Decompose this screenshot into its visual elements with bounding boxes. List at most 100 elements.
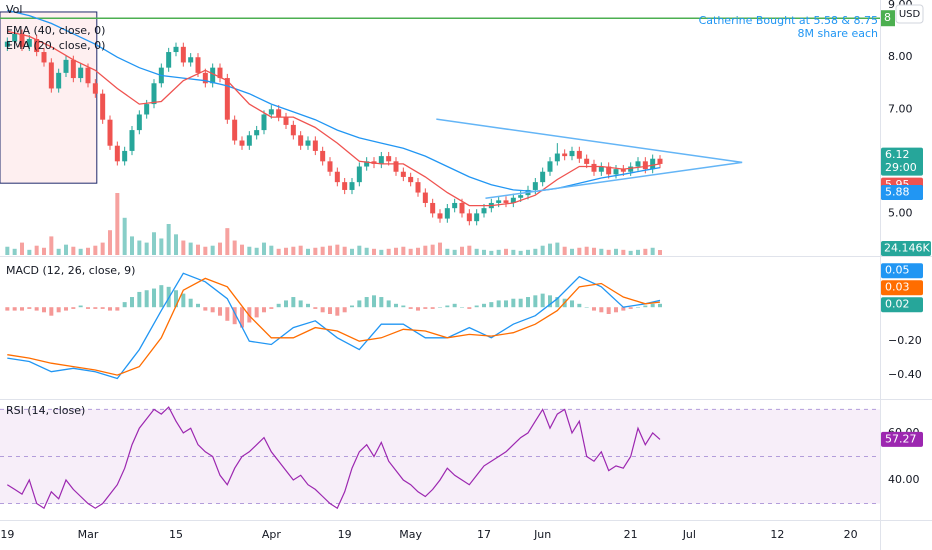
candle-body — [180, 46, 186, 63]
volume-bar — [188, 242, 193, 255]
candle-body — [386, 156, 392, 162]
volume-bar — [56, 248, 61, 255]
candle-body — [591, 163, 597, 172]
currency-label[interactable]: USD — [899, 9, 921, 20]
countdown-label: 29:00 — [885, 161, 917, 174]
candle-body — [349, 182, 355, 190]
histogram-bar — [152, 288, 156, 308]
volume-bar — [12, 248, 17, 255]
x-tick-label: 12 — [770, 528, 784, 541]
histogram-bar — [64, 307, 68, 311]
histogram-bar — [555, 297, 560, 308]
histogram-bar — [159, 285, 164, 308]
candle-body — [415, 182, 421, 193]
volume-bar — [5, 246, 10, 255]
histogram-bar — [408, 307, 413, 309]
candle-body — [195, 57, 201, 73]
volume-tag — [881, 241, 931, 256]
x-tick-label: 20 — [844, 528, 858, 541]
x-tick-label: May — [399, 528, 422, 541]
candle-body — [496, 200, 502, 203]
volume-bar — [196, 244, 200, 255]
volume-bar — [416, 247, 420, 255]
candle-body — [224, 78, 230, 120]
histogram-bar — [20, 307, 24, 311]
candle-body — [606, 166, 612, 175]
volume-bar — [357, 245, 362, 255]
volume-bar — [614, 248, 618, 255]
histogram-bar — [467, 307, 472, 309]
volume-bar — [592, 247, 596, 255]
volume-bar — [540, 245, 545, 255]
currency-button[interactable] — [895, 4, 924, 24]
candle-body — [254, 130, 260, 136]
histogram-bar — [430, 307, 435, 309]
histogram-bar — [196, 303, 200, 308]
volume-bar — [71, 246, 76, 255]
volume-bar — [482, 249, 486, 255]
price-tag — [881, 185, 923, 200]
volume-bar — [291, 246, 296, 255]
histogram-bar — [181, 293, 186, 308]
histogram-bar — [86, 307, 90, 309]
x-tick-label: Jun — [533, 528, 551, 541]
histogram-bar — [474, 305, 479, 308]
histogram-bar — [350, 305, 354, 308]
histogram-bar — [438, 307, 442, 308]
candle-body — [78, 67, 84, 79]
histogram-bar — [71, 307, 76, 309]
volume-bar — [203, 246, 208, 255]
volume-bar — [298, 245, 303, 255]
volume-bar — [210, 245, 215, 255]
histogram-bar — [108, 307, 112, 311]
histogram-bar — [636, 307, 640, 308]
price-tag-label: 6.12 — [885, 148, 910, 161]
histogram-bar — [291, 297, 296, 308]
candle-body — [642, 161, 648, 170]
candle-body — [283, 117, 289, 125]
volume-bar — [555, 242, 560, 255]
histogram-bar — [34, 307, 39, 311]
volume-bar — [526, 249, 530, 255]
volume-bar — [137, 240, 142, 255]
candle-body — [48, 62, 54, 89]
volume-bar — [489, 250, 494, 255]
candle-body — [510, 197, 516, 203]
hline-tag — [881, 10, 895, 27]
histogram-bar — [401, 305, 406, 308]
price-tag — [881, 263, 923, 279]
volume-bar — [240, 244, 244, 255]
candle-body — [540, 171, 546, 183]
histogram-bar — [174, 290, 178, 308]
candle-body — [136, 114, 142, 131]
histogram-bar — [548, 295, 552, 308]
volume-bar — [364, 247, 369, 255]
candle-body — [430, 202, 436, 214]
candle-body — [518, 195, 524, 198]
volume-bar — [628, 250, 633, 255]
candle-body — [598, 166, 604, 172]
candle-body — [305, 140, 311, 146]
volume-bar — [474, 248, 479, 255]
histogram-bar — [5, 307, 10, 311]
histogram-bar — [379, 297, 384, 308]
histogram-bar — [122, 302, 127, 308]
indicator-line — [7, 272, 661, 380]
volume-bar — [401, 246, 406, 255]
candle-body — [378, 156, 384, 164]
x-tick-label: 19 — [338, 528, 352, 541]
histogram-bar — [518, 298, 523, 308]
volume-bar — [262, 242, 266, 255]
candle-body — [547, 161, 553, 172]
histogram-bar — [584, 307, 589, 308]
indicator-line — [7, 30, 661, 207]
candle-body — [26, 39, 32, 47]
hline-tag-label: 8 — [884, 11, 891, 24]
histogram-bar — [606, 307, 611, 314]
candle-body — [56, 72, 62, 89]
candle-body — [481, 208, 487, 214]
trend-line — [485, 161, 743, 200]
volume-bar — [445, 248, 450, 255]
x-tick-label: Apr — [262, 528, 282, 541]
histogram-bar — [269, 307, 274, 309]
